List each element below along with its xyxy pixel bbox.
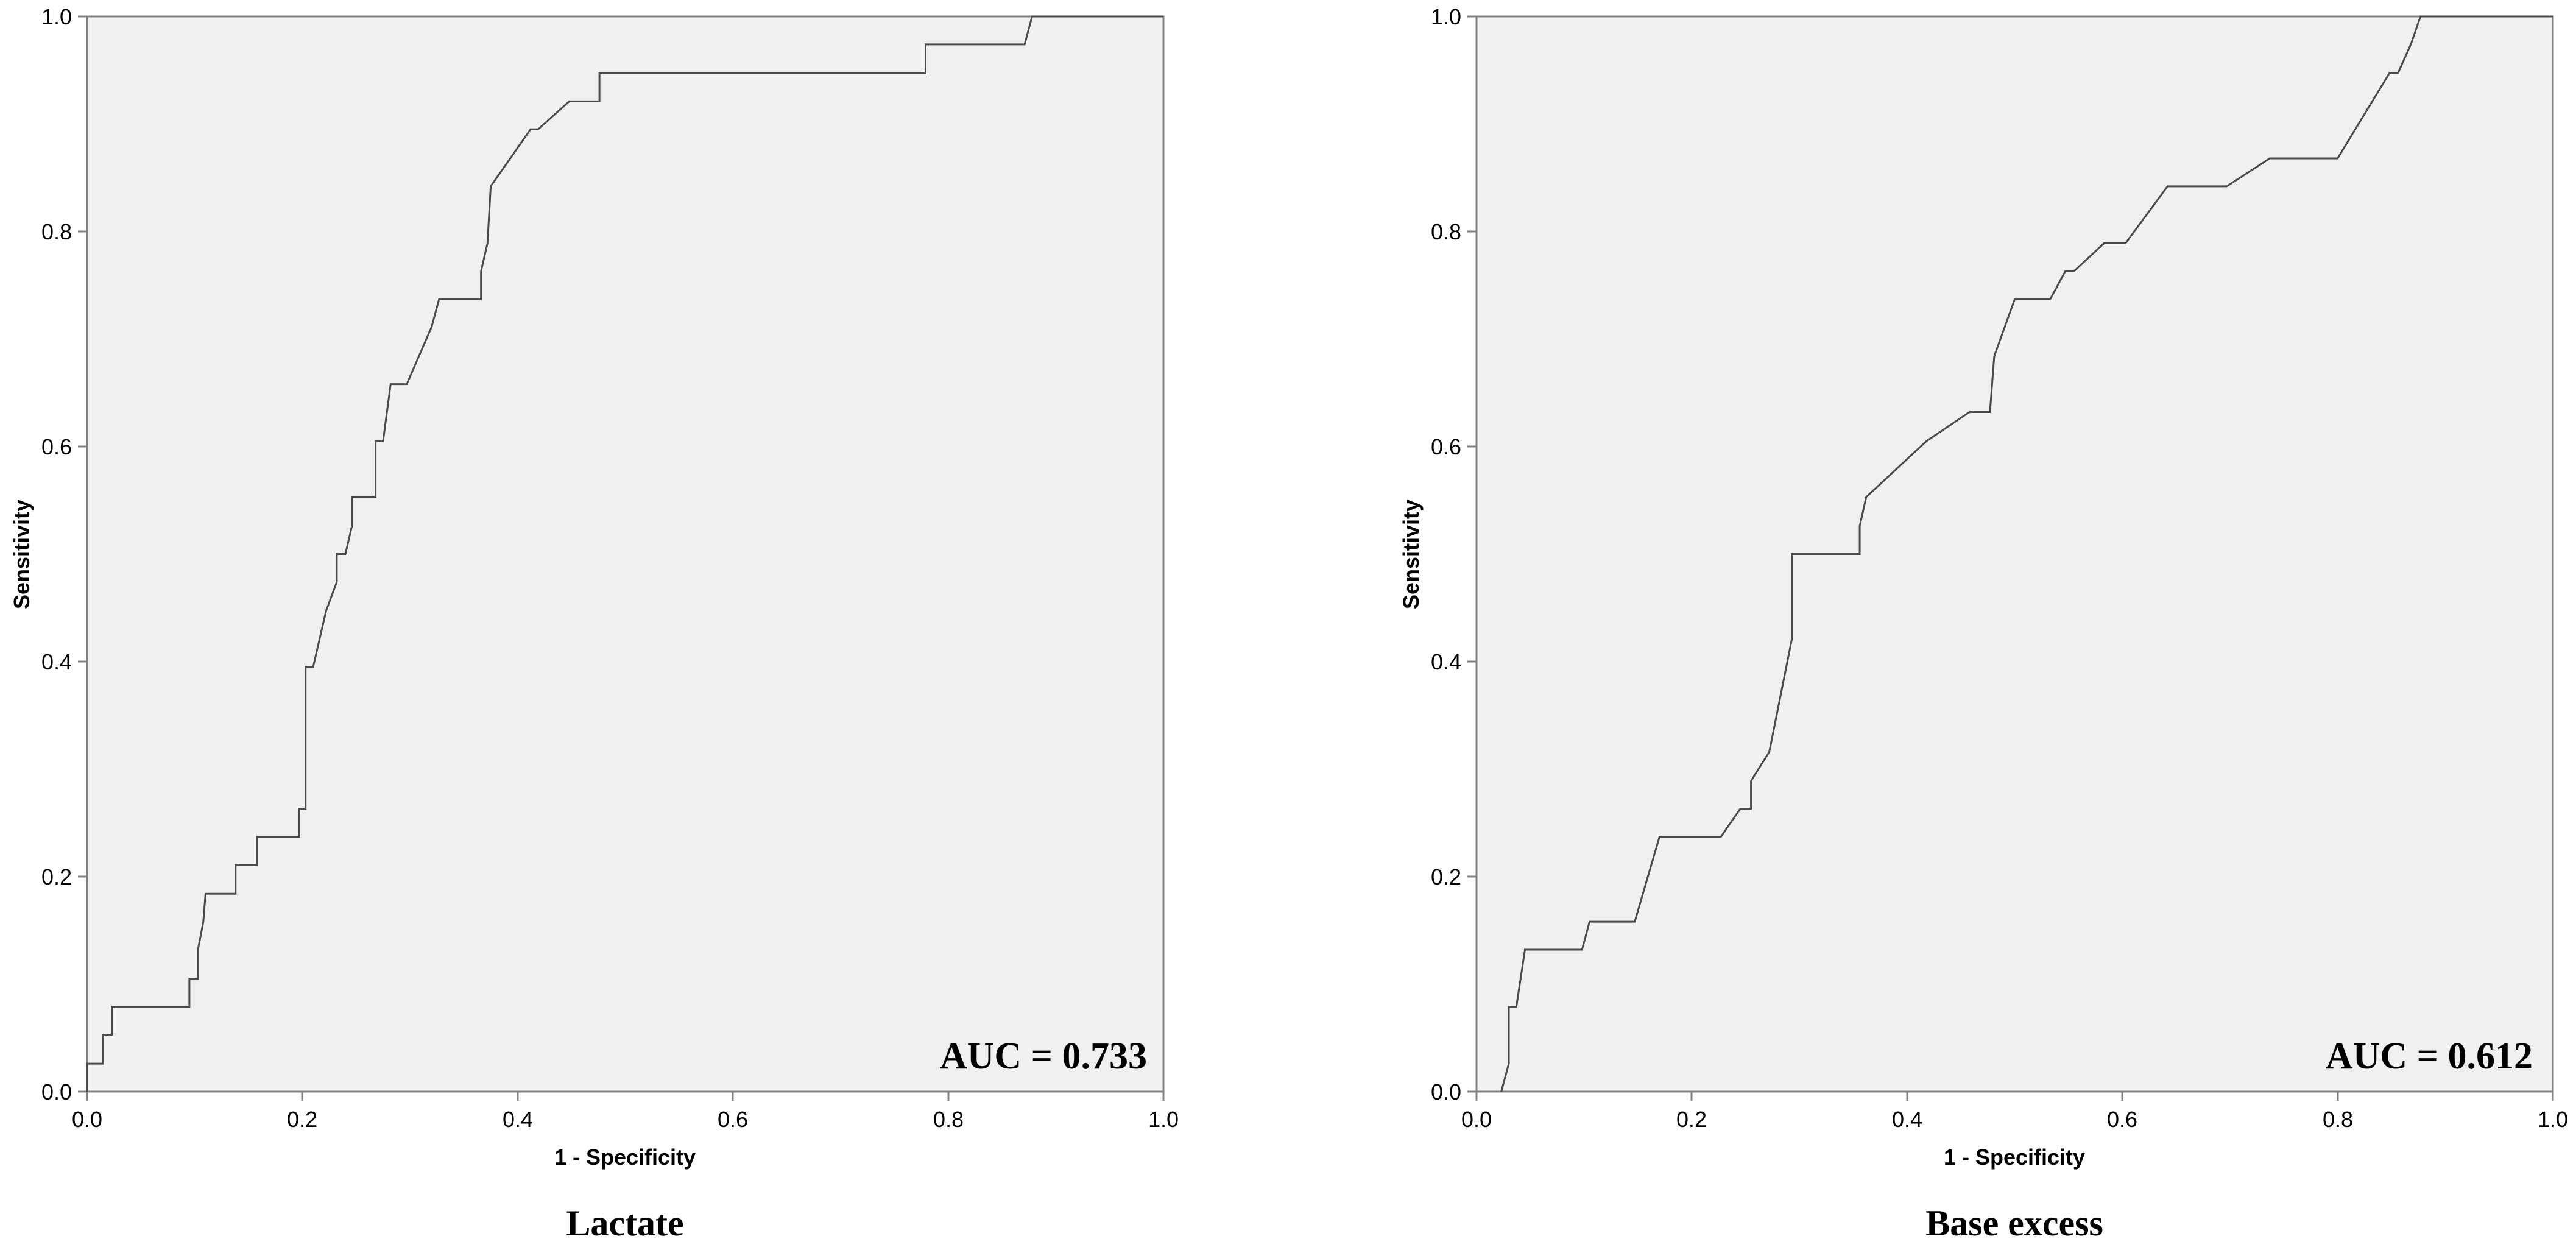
lactate-y-axis: 0.0 0.2 0.4 0.6 0.8 1.0 [41, 4, 87, 1104]
base-excess-roc-curve [1500, 15, 2553, 1092]
base-excess-plot-area [1475, 15, 2554, 1093]
base-excess-y-tick-label: 0.2 [1431, 864, 1461, 889]
lactate-y-tick-label: 1.0 [41, 4, 72, 29]
lactate-y-tick-label: 0.4 [41, 649, 72, 674]
lactate-auc-annotation: AUC = 0.733 [940, 1036, 1147, 1077]
base-excess-y-tick-label: 0.0 [1431, 1079, 1461, 1104]
lactate-x-axis-title: 1 - Specificity [554, 1145, 696, 1170]
lactate-plot-area [86, 15, 1165, 1093]
lactate-x-axis: 0.0 0.2 0.4 0.6 0.8 1.0 [72, 1092, 1179, 1132]
base-excess-x-axis-title: 1 - Specificity [1944, 1145, 2085, 1170]
base-excess-x-tick-label: 0.4 [1892, 1107, 1922, 1132]
base-excess-y-tick-label: 0.4 [1431, 649, 1461, 674]
lactate-caption: Lactate [566, 1203, 683, 1243]
base-excess-roc-panel: 0.0 0.2 0.4 0.6 0.8 1.0 0.0 0.2 0.4 0.6 … [1399, 4, 2568, 1243]
lactate-x-tick-label: 0.0 [72, 1107, 102, 1132]
lactate-x-tick-label: 0.6 [718, 1107, 748, 1132]
lactate-y-tick-label: 0.2 [41, 864, 72, 889]
base-excess-x-tick-label: 0.6 [2107, 1107, 2137, 1132]
base-excess-x-tick-label: 0.2 [1676, 1107, 1707, 1132]
lactate-x-tick-label: 0.2 [287, 1107, 317, 1132]
base-excess-y-axis-title: Sensitivity [1399, 500, 1424, 609]
base-excess-auc-annotation: AUC = 0.612 [2326, 1036, 2533, 1077]
lactate-x-tick-label: 0.4 [503, 1107, 533, 1132]
lactate-x-tick-label: 0.8 [933, 1107, 964, 1132]
base-excess-x-tick-label: 0.8 [2323, 1107, 2353, 1132]
lactate-roc-curve [86, 15, 1163, 1092]
lactate-roc-panel: 0.0 0.2 0.4 0.6 0.8 1.0 0.0 0.2 0.4 0.6 … [9, 4, 1179, 1243]
lactate-y-tick-label: 0.8 [41, 219, 72, 244]
base-excess-y-tick-label: 1.0 [1431, 4, 1461, 29]
base-excess-y-tick-label: 0.8 [1431, 219, 1461, 244]
base-excess-y-tick-label: 0.6 [1431, 434, 1461, 459]
lactate-x-tick-label: 1.0 [1148, 1107, 1179, 1132]
base-excess-x-tick-label: 1.0 [2538, 1107, 2568, 1132]
lactate-y-axis-title: Sensitivity [9, 500, 34, 609]
lactate-y-tick-label: 0.0 [41, 1079, 72, 1104]
base-excess-x-tick-label: 0.0 [1461, 1107, 1492, 1132]
lactate-y-tick-label: 0.6 [41, 434, 72, 459]
base-excess-caption: Base excess [1925, 1203, 2103, 1243]
base-excess-y-axis: 0.0 0.2 0.4 0.6 0.8 1.0 [1431, 4, 1477, 1104]
base-excess-x-axis: 0.0 0.2 0.4 0.6 0.8 1.0 [1461, 1092, 2568, 1132]
